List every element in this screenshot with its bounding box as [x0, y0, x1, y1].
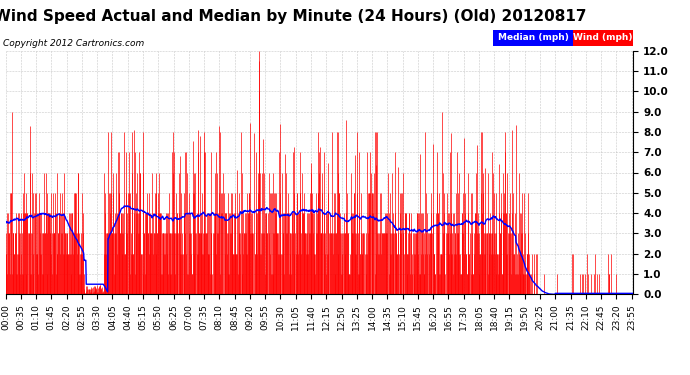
Text: Wind Speed Actual and Median by Minute (24 Hours) (Old) 20120817: Wind Speed Actual and Median by Minute (…: [0, 9, 586, 24]
Text: Copyright 2012 Cartronics.com: Copyright 2012 Cartronics.com: [3, 39, 145, 48]
Text: Wind (mph): Wind (mph): [573, 33, 633, 42]
Text: Median (mph): Median (mph): [497, 33, 569, 42]
